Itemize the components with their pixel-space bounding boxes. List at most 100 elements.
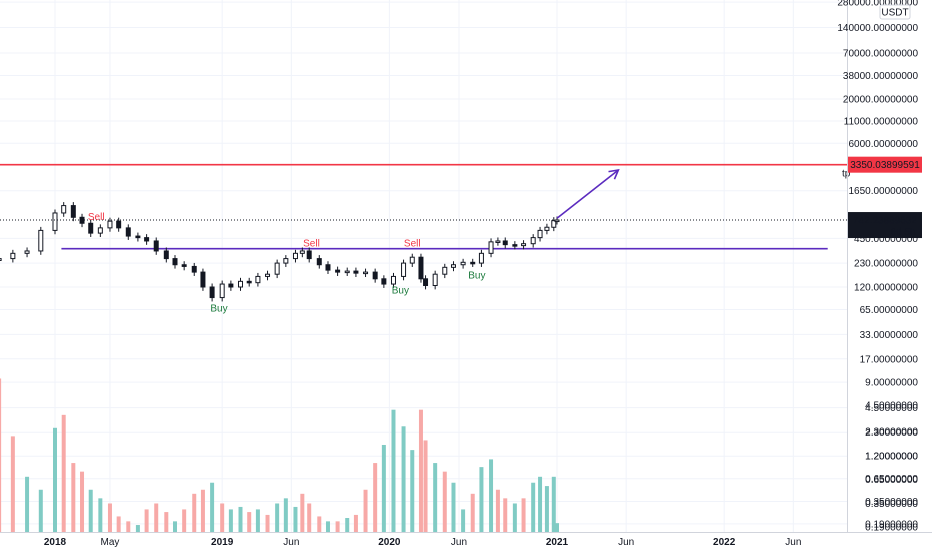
volume-bar — [410, 450, 415, 532]
volume-bar — [461, 509, 466, 532]
volume-bar — [433, 463, 438, 532]
volume-bar — [247, 512, 252, 532]
candle-body — [418, 256, 424, 280]
volume-bar — [265, 514, 270, 532]
price-tick-label: 4.50000000 — [865, 403, 918, 414]
candle-body — [470, 261, 476, 265]
candle-body — [381, 278, 387, 285]
volume-bar — [531, 482, 536, 532]
price-tick-label: 120.00000000 — [854, 283, 918, 294]
buy-signal-label: Buy — [210, 304, 227, 315]
candle-body — [191, 265, 197, 273]
volume-bar — [238, 506, 243, 532]
time-tick-label: 2022 — [713, 537, 736, 548]
volume-bar — [307, 503, 312, 532]
target-tag: tp — [842, 169, 851, 180]
time-tick-label: 2018 — [44, 537, 67, 548]
volume-bar — [300, 493, 305, 532]
candle-body — [306, 250, 312, 260]
countdown-badge-text: 6d 5h — [890, 227, 915, 238]
price-tick-label: 280000.00000000 — [837, 0, 918, 9]
candle-body — [219, 283, 225, 299]
candle-body — [97, 227, 103, 234]
candle-body — [274, 262, 280, 275]
volume-bar — [335, 521, 340, 532]
sell-signal-label: Sell — [404, 239, 421, 250]
volume-bar — [210, 482, 215, 532]
price-tick-label: 2.30000000 — [865, 428, 918, 439]
volume-bar — [182, 509, 187, 532]
target-line[interactable]: tp — [0, 163, 851, 180]
candle-body — [172, 258, 178, 266]
volume-bar — [0, 378, 2, 532]
volume-bar — [200, 489, 205, 532]
grid — [0, 0, 847, 532]
volume-bar — [470, 493, 475, 532]
volume-bar — [551, 476, 556, 532]
volume-tick-label: 2.30000000 — [865, 427, 918, 438]
volume-bar — [255, 509, 260, 532]
projection-arrow[interactable] — [556, 168, 620, 219]
time-tick-label: Jun — [451, 537, 467, 548]
price-tick-label: 230.00000000 — [854, 259, 918, 270]
volume-bar — [325, 521, 330, 532]
price-tick-label: 70000.00000000 — [843, 49, 919, 60]
candle-body — [238, 280, 244, 288]
volume-bar — [418, 409, 423, 532]
time-tick-label: 2019 — [211, 537, 234, 548]
candle-body — [135, 235, 141, 239]
price-tick-label: 20000.00000000 — [843, 95, 919, 106]
candle-body — [181, 264, 187, 267]
candle-body — [544, 226, 550, 231]
candle-body — [38, 229, 44, 252]
price-tick-label: 0.19000000 — [865, 519, 918, 530]
price-axis[interactable]: 280000.00000000 140000.00000000 70000.0000… — [837, 0, 919, 534]
candle-body — [432, 273, 438, 287]
candle-body — [79, 216, 85, 224]
volume-bar — [173, 521, 178, 532]
volume-bar — [25, 476, 30, 532]
volume-bar — [317, 516, 322, 532]
candle-body — [521, 243, 527, 247]
time-tick-label: Jun — [618, 537, 634, 548]
volume-bar — [10, 436, 15, 532]
candle-body — [512, 244, 518, 247]
currency-label-text: USDT — [881, 8, 908, 19]
candle-body — [537, 229, 543, 239]
volume-bar — [555, 523, 559, 532]
candle-body — [292, 252, 298, 260]
candle-body — [409, 256, 415, 264]
volume-bar — [53, 427, 57, 532]
candle-body — [442, 266, 448, 275]
volume-bar — [275, 503, 280, 532]
volume-bar — [512, 503, 517, 532]
candle-body — [423, 278, 429, 287]
candle-body — [502, 240, 508, 246]
volume-bar — [144, 509, 149, 532]
signals: Sell Sell Sell Buy Buy Buy — [88, 212, 486, 314]
volume-tick-label: 1.20000000 — [865, 452, 918, 463]
candle-body — [450, 264, 456, 268]
candle-body — [344, 270, 350, 274]
price-tick-label: 0.35000000 — [865, 497, 918, 508]
volume-bar — [345, 518, 350, 532]
candle-body — [0, 258, 2, 261]
volume-bar — [495, 489, 500, 532]
candle-body — [52, 212, 58, 231]
price-tick-label: 9.00000000 — [865, 378, 918, 389]
volume-bar — [80, 471, 85, 532]
volume-bar — [489, 459, 494, 532]
candle-body — [144, 237, 150, 242]
price-tick-label: 65.00000000 — [860, 305, 919, 316]
price-tick-label: 11000.00000000 — [844, 116, 919, 127]
candle-body — [530, 237, 536, 245]
sell-signal-label: Sell — [303, 239, 320, 250]
time-tick-label: 2020 — [378, 537, 401, 548]
time-axis[interactable]: 2018 May 2019 Jun 2020 Jun 2021 Jun 2022 Jun — [44, 537, 802, 548]
candle-body — [554, 219, 560, 223]
volume-bar — [442, 471, 447, 532]
candle-body — [325, 264, 331, 271]
candle-body — [363, 271, 369, 275]
candle-body — [335, 269, 341, 273]
